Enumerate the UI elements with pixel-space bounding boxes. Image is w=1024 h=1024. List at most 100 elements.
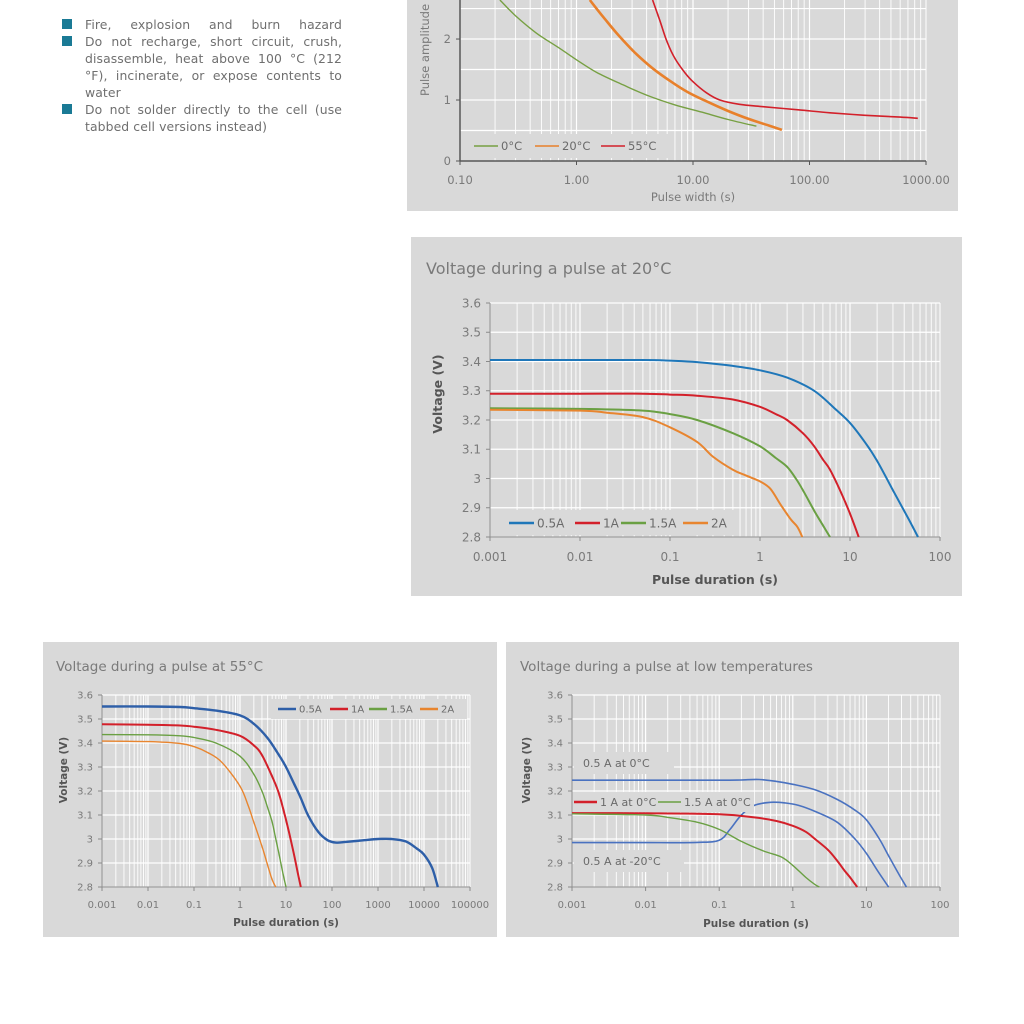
series-line-20-c	[588, 0, 783, 132]
y-tick-label: 3.4	[462, 355, 481, 369]
series-line-1-5a	[490, 407, 831, 538]
legend-label: 1.5 A at 0°C	[684, 796, 751, 809]
series-line-1a	[490, 392, 860, 538]
x-tick-label: 0.001	[88, 900, 117, 911]
warning-item: Fire, explosion and burn hazard	[62, 16, 342, 33]
y-tick-label: 0	[444, 154, 451, 168]
series-line-2a	[490, 408, 804, 538]
annotation-label: 0.5 A at 0°C	[583, 757, 650, 770]
series-line-1-5-a-at-0-c	[572, 813, 820, 888]
y-tick-label: 3.1	[547, 811, 563, 822]
series-line-1-a-at-0-c	[572, 812, 859, 888]
x-tick-label: 0.001	[558, 900, 587, 911]
chart-svg: 0.001 0.01 0.1 1 10 100 1000 10000 100000 2.8 2.9 3…	[58, 691, 489, 929]
y-tick-label: 2.8	[77, 883, 93, 894]
y-tick-label: 2.9	[462, 501, 481, 515]
x-axis-label: Pulse duration (s)	[703, 918, 809, 930]
x-tick-label: 1000.00	[902, 173, 950, 187]
series-line-1a	[102, 723, 302, 888]
legend-label: 55°C	[628, 139, 656, 153]
series-line-0-c	[499, 0, 757, 127]
x-axis-label: Pulse duration (s)	[652, 572, 778, 587]
y-tick-label: 3.1	[462, 443, 481, 457]
annotation-background	[574, 850, 684, 872]
y-tick-label: 3.5	[77, 715, 93, 726]
square-bullet-icon	[62, 19, 72, 29]
y-tick-label: 3.2	[547, 787, 563, 798]
chart-voltage-55c: Voltage during a pulse at 55°C 0.001 0.01…	[43, 642, 497, 937]
x-tick-label: 0.10	[447, 173, 473, 187]
legend-label: 1A	[603, 516, 620, 530]
x-axis-label: Pulse duration (s)	[233, 917, 339, 929]
y-tick-label: 3.3	[77, 763, 93, 774]
y-tick-label: 3.2	[77, 787, 93, 798]
y-tick-label: 3.4	[547, 739, 563, 750]
y-tick-label: 3.3	[462, 384, 481, 398]
x-tick-label: 0.01	[634, 900, 656, 911]
y-axis-label: Voltage (V)	[521, 737, 533, 804]
x-tick-label: 100	[929, 550, 952, 564]
y-tick-label: 2	[444, 32, 451, 46]
x-tick-label: 10	[860, 900, 873, 911]
x-tick-label: 1000	[365, 900, 390, 911]
legend-label: 0.5A	[299, 705, 322, 716]
x-tick-label: 10.00	[677, 173, 710, 187]
series-line-1-5a	[102, 733, 287, 888]
x-axis-label: Pulse width (s)	[651, 190, 735, 204]
chart-title: Voltage during a pulse at 20°C	[426, 259, 672, 278]
x-tick-label: 0.1	[660, 550, 679, 564]
legend-label: 2A	[711, 516, 728, 530]
warning-list: Fire, explosion and burn hazard Do not r…	[62, 16, 342, 135]
x-tick-label: 10	[280, 900, 293, 911]
legend-label: 1 A at 0°C	[600, 796, 657, 809]
legend: 0°C 20°C 55°C	[462, 134, 672, 158]
series-line-55-c	[651, 0, 918, 120]
chart-title: Voltage during a pulse at 55°C	[56, 659, 264, 675]
y-tick-label: 2.8	[462, 530, 481, 544]
annotation-label: 0.5 A at -20°C	[583, 855, 661, 868]
y-tick-label: 3.6	[77, 691, 93, 702]
square-bullet-icon	[62, 104, 72, 114]
y-axis-label: Pulse amplitude	[418, 4, 432, 96]
annotation-background	[574, 752, 674, 774]
warning-item: Do not recharge, short circuit, crush, d…	[62, 33, 342, 101]
y-tick-label: 3.1	[77, 811, 93, 822]
y-tick-label: 3.6	[462, 296, 481, 310]
x-tick-label: 100	[322, 900, 341, 911]
warning-text: Fire, explosion and burn hazard	[85, 17, 342, 32]
legend-label: 20°C	[562, 139, 590, 153]
legend-label: 1.5A	[649, 516, 677, 530]
y-tick-label: 2.9	[547, 859, 563, 870]
legend: 0.5A 1A 1.5A 2A	[271, 699, 467, 719]
x-tick-label: 1.00	[564, 173, 590, 187]
chart-voltage-low-temp: Voltage during a pulse at low temperatur…	[506, 642, 959, 937]
series-line-0-5-a-at-20-c	[572, 801, 890, 888]
y-tick-label: 3	[557, 835, 563, 846]
legend: 0.5 A at 0°C 0.5 A at -20°C 1 A at 0°C 1.5 …	[574, 752, 754, 872]
x-tick-label: 100	[930, 900, 949, 911]
grid	[489, 302, 941, 538]
x-tick-label: 0.1	[186, 900, 202, 911]
x-tick-label: 1	[790, 900, 796, 911]
y-axis-label: Voltage (V)	[430, 354, 445, 433]
y-tick-label: 3.2	[462, 413, 481, 427]
chart-title: Voltage during a pulse at low temperatur…	[520, 659, 813, 675]
y-tick-label: 3.5	[462, 326, 481, 340]
series-line-0-5-a-at-0-c	[572, 778, 908, 888]
x-tick-label: 0.1	[711, 900, 727, 911]
y-tick-label: 1	[444, 93, 451, 107]
x-tick-label: 1	[237, 900, 243, 911]
y-tick-label: 3	[87, 835, 93, 846]
y-tick-label: 2.8	[547, 883, 563, 894]
x-tick-label: 0.001	[473, 550, 507, 564]
chart-svg: 0.001 0.01 0.1 1 10 100 2.8 2.9 3 3.1 3.2 3.3 3.4 3.5…	[430, 296, 952, 587]
legend-label: 0°C	[501, 139, 522, 153]
y-tick-label: 3	[473, 472, 481, 486]
legend-label: 1A	[351, 705, 364, 716]
chart-voltage-20c: Voltage during a pulse at 20°C 0.001 0.01…	[411, 237, 962, 596]
series-line-0-5a	[102, 705, 439, 888]
grid	[101, 694, 471, 888]
legend-label: 0.5A	[537, 516, 565, 530]
legend-label: 2A	[441, 705, 454, 716]
series-line-0-5a	[490, 358, 919, 538]
